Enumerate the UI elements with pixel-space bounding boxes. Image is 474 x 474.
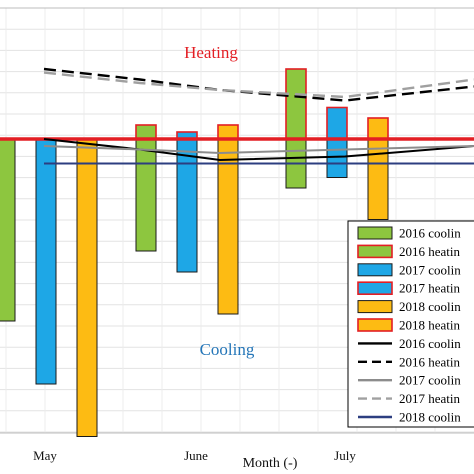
bar-2018-cooling-may bbox=[76, 138, 98, 437]
legend-swatch-2016-heating bbox=[357, 244, 393, 259]
heating-label: Heating bbox=[184, 43, 238, 62]
legend-label: 2016 coolin bbox=[399, 226, 461, 241]
trend-lines bbox=[43, 67, 474, 165]
legend-swatch-2016-cooling bbox=[357, 226, 393, 240]
line-2017-heating-dashed bbox=[43, 71, 474, 99]
legend-label: 2017 heatin bbox=[399, 281, 461, 296]
bars bbox=[0, 68, 389, 437]
plot-border bbox=[0, 7, 474, 434]
bar-2017-cooling-may bbox=[35, 138, 57, 385]
legend-label: 2016 heatin bbox=[399, 354, 461, 369]
legend-swatch-2017-cooling bbox=[357, 263, 393, 277]
cooling-label: Cooling bbox=[200, 340, 255, 359]
bar-2017-cooling-july bbox=[326, 138, 348, 178]
bar-2016-cooling-june bbox=[135, 138, 157, 252]
bar-2017-cooling-june bbox=[176, 138, 198, 273]
plot-frame bbox=[0, 7, 474, 434]
legend-label: 2018 coolin bbox=[399, 299, 461, 314]
legend-label: 2017 coolin bbox=[399, 262, 461, 277]
x-tick-labels: May June July bbox=[33, 448, 356, 463]
line-2016-cooling-solid bbox=[43, 138, 474, 162]
legend-swatch-2018-cooling bbox=[357, 300, 393, 314]
legend-swatch-2017-heating bbox=[357, 281, 393, 296]
bar-2018-cooling-june bbox=[217, 138, 239, 315]
legend-swatch-2018-heating bbox=[357, 318, 393, 332]
bar-2018-heating-june bbox=[217, 124, 239, 140]
x-tick-july: July bbox=[334, 448, 356, 463]
legend-label: 2016 heatin bbox=[399, 244, 461, 259]
bar-2017-heating-july bbox=[326, 106, 348, 140]
legend: 2016 coolin 2016 heatin 2017 coolin 2017 he… bbox=[347, 220, 474, 428]
line-2016-heating-dashed bbox=[43, 67, 474, 102]
x-axis-title: Month (-) bbox=[243, 456, 298, 471]
legend-label: 2018 coolin bbox=[399, 410, 461, 425]
bar-2016-cooling-may bbox=[0, 138, 16, 322]
x-tick-may: May bbox=[33, 448, 57, 463]
bar-2016-heating-july bbox=[285, 68, 307, 140]
legend-label: 2018 heatin bbox=[399, 318, 461, 333]
x-tick-june: June bbox=[184, 448, 208, 463]
line-2017-cooling-solid bbox=[43, 145, 474, 155]
bar-2018-heating-july bbox=[367, 117, 389, 140]
bar-2018-cooling-july bbox=[367, 138, 389, 220]
legend-label: 2016 coolin bbox=[399, 336, 461, 351]
legend-label: 2017 coolin bbox=[399, 373, 461, 388]
bar-2016-heating-june bbox=[135, 124, 157, 140]
legend-label: 2017 heatin bbox=[399, 391, 461, 406]
